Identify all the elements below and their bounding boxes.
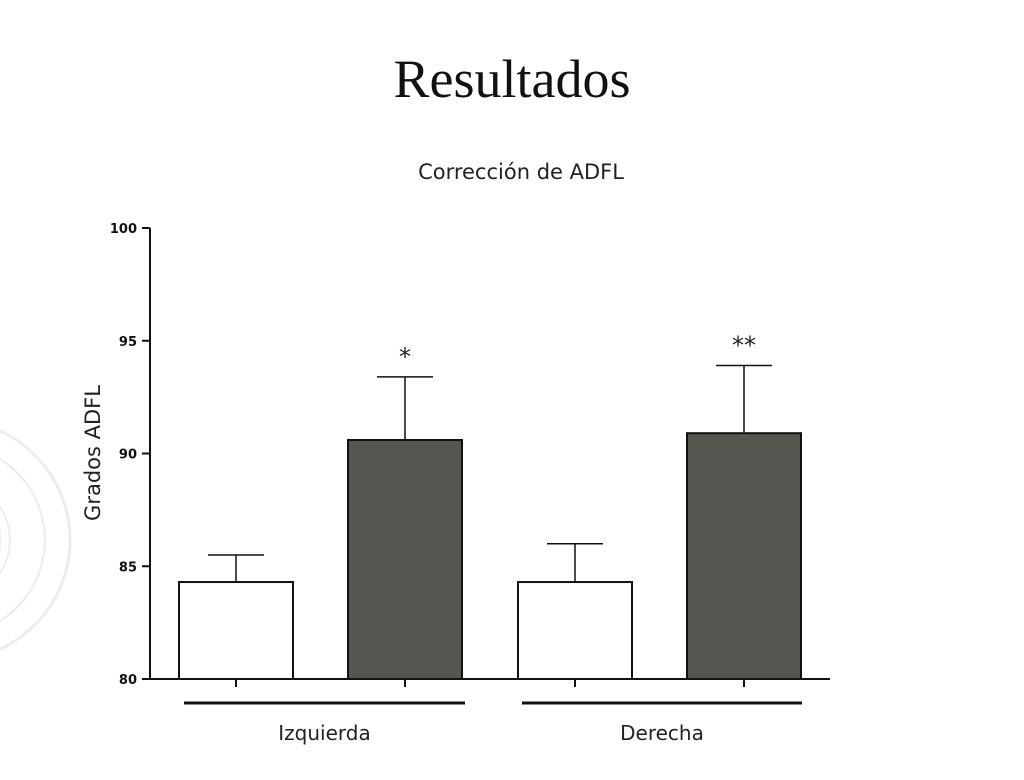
y-axis-label: Grados ADFL xyxy=(81,385,105,521)
y-tick-label: 90 xyxy=(119,448,137,463)
bar xyxy=(178,581,294,680)
y-tick-label: 95 xyxy=(119,335,137,350)
x-axis xyxy=(150,678,830,687)
slide-title: Resultados xyxy=(393,49,631,109)
group-label: Derecha xyxy=(620,721,704,745)
significance-marker: * xyxy=(399,343,411,371)
watermark-seal xyxy=(0,429,72,651)
bar xyxy=(517,581,633,680)
y-tick-label: 100 xyxy=(110,222,137,237)
significance-marker: ** xyxy=(732,332,756,360)
bar xyxy=(347,438,463,680)
group-label: Izquierda xyxy=(278,721,370,745)
y-axis: 80 85 90 95 100 xyxy=(110,222,151,688)
bars-layer: * ** xyxy=(178,332,802,680)
chart-title: Corrección de ADFL xyxy=(418,160,624,184)
y-tick-label: 85 xyxy=(119,560,137,575)
bar xyxy=(686,432,802,680)
group-labels-layer: Izquierda Derecha xyxy=(184,701,802,745)
y-tick-label: 80 xyxy=(119,673,137,688)
